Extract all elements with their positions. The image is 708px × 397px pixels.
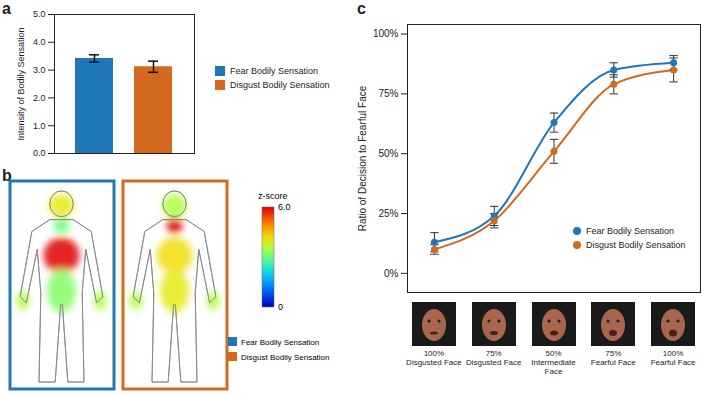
svg-text:1.0: 1.0	[33, 121, 46, 131]
svg-text:3.0: 3.0	[33, 65, 46, 75]
svg-text:Disgust Bodily Sensation: Disgust Bodily Sensation	[241, 353, 330, 362]
svg-text:0.0: 0.0	[33, 148, 46, 158]
html-text:100%: 100%	[423, 349, 445, 358]
svg-text:z-score: z-score	[258, 191, 288, 201]
html-text:75%: 75%	[485, 349, 502, 358]
svg-text:25%: 25%	[378, 208, 398, 219]
svg-text:Fear Bodily Sensation: Fear Bodily Sensation	[241, 338, 319, 347]
svg-text:2.0: 2.0	[33, 93, 46, 103]
html-text:b: b	[2, 167, 12, 184]
svg-text:75%: 75%	[378, 88, 398, 99]
svg-text:Intensity of Bodily Sensation: Intensity of Bodily Sensation	[16, 27, 26, 140]
svg-text:0: 0	[278, 302, 283, 312]
svg-text:Ratio of Decision to Fearful F: Ratio of Decision to Fearful Face	[357, 85, 368, 231]
html-text:50%: 50%	[545, 349, 562, 358]
html-text:Fear Bodily Sensation: Fear Bodily Sensation	[230, 66, 319, 76]
svg-text:5.0: 5.0	[33, 9, 46, 19]
html-text:c: c	[357, 0, 366, 17]
html-text:Fearful Face: Fearful Face	[590, 358, 636, 367]
svg-text:100%: 100%	[373, 28, 399, 39]
html-text:Fear Bodily Sensation: Fear Bodily Sensation	[586, 226, 675, 236]
html-text:Disgusted Face: Disgusted Face	[465, 358, 522, 367]
html-text:75%: 75%	[605, 349, 622, 358]
html-text:a: a	[2, 0, 11, 17]
html-text:Disgust Bodily Sensation: Disgust Bodily Sensation	[230, 80, 330, 90]
svg-text:0%: 0%	[384, 268, 399, 279]
svg-text:4.0: 4.0	[33, 37, 46, 47]
svg-text:50%: 50%	[378, 148, 398, 159]
html-text:Disgust Bodily Sensation: Disgust Bodily Sensation	[586, 240, 686, 250]
html-text:Intermediate Face: Intermediate Face	[531, 358, 576, 376]
html-text:Disgusted Face: Disgusted Face	[406, 358, 462, 367]
html-text:Fearful Face: Fearful Face	[650, 358, 696, 367]
html-text:100%: 100%	[662, 349, 684, 358]
svg-text:6.0: 6.0	[278, 202, 291, 212]
